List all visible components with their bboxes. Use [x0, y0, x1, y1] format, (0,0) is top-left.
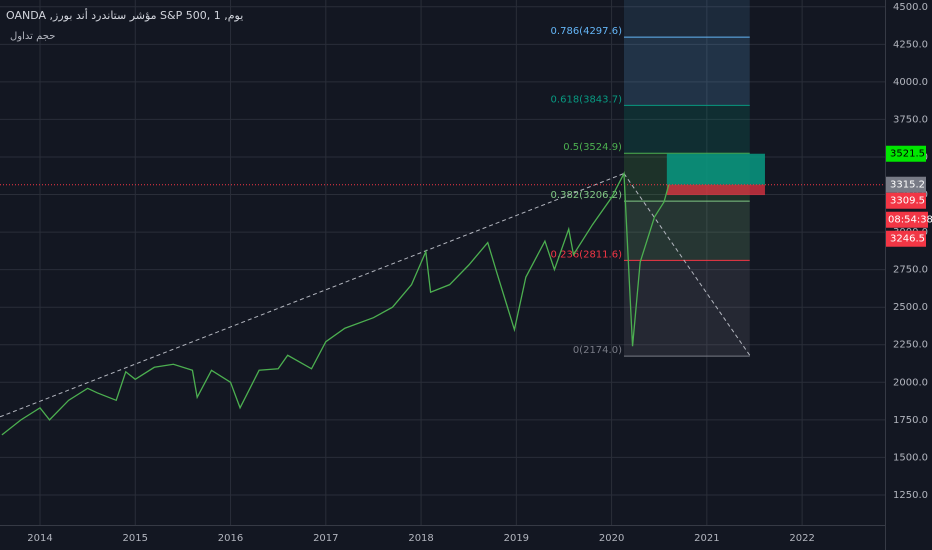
y-tick-label: 1750.0	[893, 415, 928, 426]
position-stop	[666, 184, 765, 196]
position-target	[666, 153, 765, 185]
fib-label: 0.786(4297.6)	[551, 26, 623, 37]
price-tag-label: 3315.2	[890, 180, 925, 191]
fib-label: 0.618(3843.7)	[551, 94, 623, 105]
y-tick-label: 2500.0	[893, 302, 928, 313]
y-tick-label: 4000.0	[893, 77, 928, 88]
y-tick-label: 4500.0	[893, 2, 928, 13]
y-tick-label: 4250.0	[893, 39, 928, 50]
x-tick-label: 2019	[504, 533, 529, 544]
y-tick-label: 2250.0	[893, 340, 928, 351]
fib-top-zone	[623, 0, 750, 38]
subtitle: حجم تداول	[10, 31, 55, 42]
price-tag-label: 3521.5	[890, 149, 925, 160]
price-tag	[886, 176, 926, 193]
x-tick-label: 2021	[694, 533, 719, 544]
price-tag	[886, 145, 926, 162]
price-tag-label: 3246.5	[890, 234, 925, 245]
y-tick-label: 1500.0	[893, 452, 928, 463]
x-tick-label: 2015	[123, 533, 148, 544]
fib-zone	[623, 105, 750, 154]
fib-label: 0.382(3206.2)	[551, 190, 623, 201]
fib-label: 0.5(3524.9)	[563, 142, 622, 153]
x-tick-label: 2016	[218, 533, 243, 544]
countdown-box	[886, 211, 928, 228]
x-tick-label: 2020	[599, 533, 624, 544]
plot: 0(2174.0) 0.236(2811.6) 0.382(3206.2) 0.5(3…	[0, 0, 885, 525]
price-tag-label: 3309.5	[890, 196, 925, 207]
fib-label: 0(2174.0)	[573, 345, 622, 356]
price-tag	[886, 230, 926, 247]
price-line	[1, 171, 670, 436]
y-tick-label: 3750.0	[893, 114, 928, 125]
x-tick-label: 2022	[789, 533, 814, 544]
y-tick-label: 2750.0	[893, 265, 928, 276]
fib-zone	[623, 201, 750, 261]
chart-title: OANDA ,مؤشر ستاندرد أند بورز S&P 500, يو…	[6, 8, 243, 22]
trend-line	[623, 173, 751, 356]
price-tag	[886, 192, 926, 209]
fib-zone	[623, 37, 750, 106]
x-tick-label: 2014	[27, 533, 52, 544]
countdown: 08:54:38	[888, 215, 932, 226]
y-tick-label: 2000.0	[893, 377, 928, 388]
x-tick-label: 2018	[408, 533, 433, 544]
fib-zone	[623, 260, 750, 357]
x-tick-label: 2017	[313, 533, 338, 544]
y-tick-label: 1250.0	[893, 490, 928, 501]
fib-label: 0.236(2811.6)	[551, 249, 623, 260]
